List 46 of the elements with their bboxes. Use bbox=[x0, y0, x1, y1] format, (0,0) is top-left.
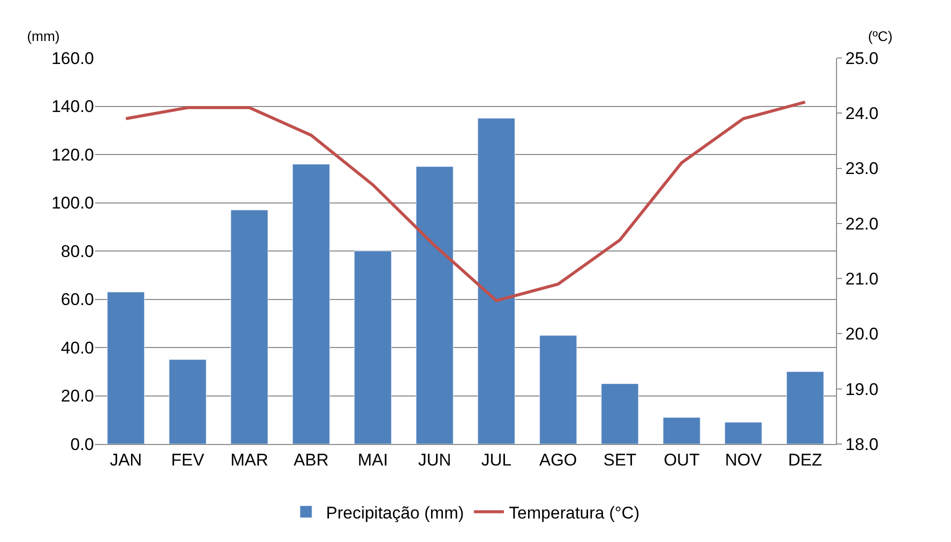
x-tick-label: MAI bbox=[358, 450, 388, 470]
x-tick-label: JUL bbox=[481, 450, 512, 470]
x-tick-label: MAR bbox=[230, 450, 268, 470]
bar bbox=[292, 164, 330, 444]
x-tick-label: JAN bbox=[110, 450, 142, 470]
bar bbox=[230, 210, 268, 444]
y2-tick-label: 24.0 bbox=[845, 104, 878, 124]
y2-tick-label: 19.0 bbox=[845, 380, 878, 399]
y2-tick-label: 20.0 bbox=[845, 324, 878, 344]
legend-label: Precipitação (mm) bbox=[326, 503, 464, 522]
bar bbox=[601, 383, 639, 444]
bar bbox=[662, 417, 700, 444]
bar bbox=[539, 335, 577, 444]
y2-tick-label: 22.0 bbox=[845, 214, 878, 234]
y-tick-label: 80.0 bbox=[60, 242, 94, 261]
y-axis-title: (mm) bbox=[27, 28, 60, 44]
x-tick-label: DEZ bbox=[788, 450, 822, 470]
y-tick-label: 60.0 bbox=[60, 290, 94, 310]
y2-tick-label: 25.0 bbox=[845, 48, 878, 68]
y-tick-label: 40.0 bbox=[60, 338, 94, 358]
x-tick-label: OUT bbox=[664, 450, 700, 470]
bar bbox=[786, 371, 824, 444]
y-tick-label: 160.0 bbox=[51, 48, 94, 68]
y-tick-label: 20.0 bbox=[60, 386, 94, 406]
y2-tick-label: 18.0 bbox=[845, 434, 878, 454]
bar bbox=[478, 118, 516, 444]
x-tick-label: JUN bbox=[418, 450, 452, 470]
y-tick-label: 120.0 bbox=[51, 145, 94, 164]
x-tick-label: AGO bbox=[539, 450, 578, 470]
y-tick-label: 100.0 bbox=[51, 194, 94, 213]
bar bbox=[416, 166, 454, 444]
x-tick-label: FEV bbox=[171, 450, 205, 470]
bar bbox=[724, 422, 762, 444]
bar bbox=[168, 359, 206, 444]
y-tick-label: 0.0 bbox=[70, 434, 94, 454]
y2-tick-label: 23.0 bbox=[845, 159, 878, 178]
y2-tick-label: 21.0 bbox=[845, 270, 878, 289]
legend-label: Temperatura (°C) bbox=[508, 503, 640, 522]
bar bbox=[107, 292, 145, 444]
x-tick-label: ABR bbox=[294, 450, 329, 470]
y-tick-label: 140.0 bbox=[51, 97, 94, 116]
bar bbox=[354, 250, 392, 444]
line-series bbox=[124, 100, 807, 302]
x-tick-label: SET bbox=[603, 450, 636, 470]
x-tick-label: NOV bbox=[724, 450, 762, 470]
y2-axis-title: (ºC) bbox=[868, 28, 893, 44]
